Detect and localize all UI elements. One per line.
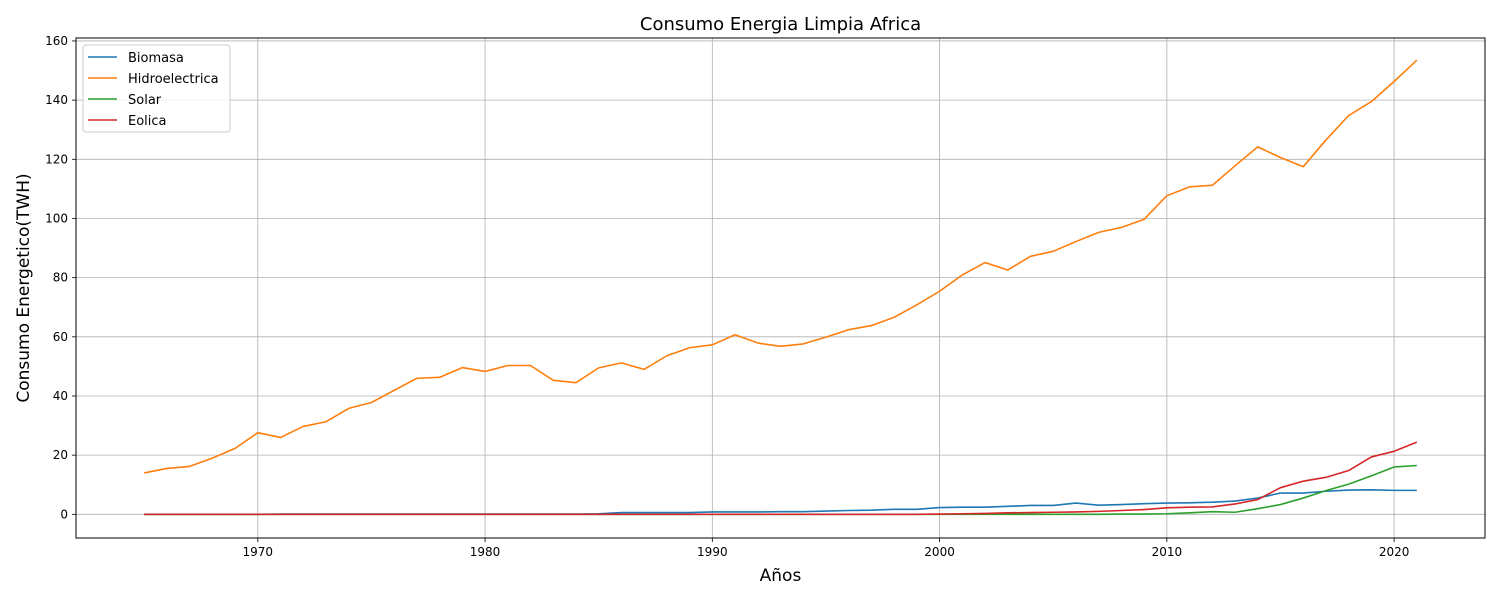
y-axis-title: Consumo Energetico(TWH) [14,173,34,402]
x-axis-title: Años [760,566,802,586]
x-tick-label: 1980 [470,545,501,559]
y-tick-label: 60 [53,330,68,344]
y-tick-label: 160 [45,34,68,48]
legend-label-eolica: Eolica [128,114,167,129]
legend: Biomasa Hidroelectrica Solar Eolica [82,44,231,133]
legend-label-hidroelectrica: Hidroelectrica [128,72,219,87]
series-line-hidroelectrica [144,59,1418,474]
grid [76,38,1485,538]
series-line-eolica [144,441,1418,516]
chart-title: Consumo Energia Limpia Africa [640,14,921,35]
y-tick-label: 40 [53,389,68,403]
legend-label-biomasa: Biomasa [128,51,184,66]
y-tick-label: 140 [45,93,68,107]
series-lines [144,59,1418,516]
y-tick-label: 80 [53,271,68,285]
y-tick-label: 20 [53,448,68,462]
y-tick-label: 100 [45,211,68,225]
legend-box [82,44,231,133]
x-tick-label: 1990 [697,545,728,559]
legend-label-solar: Solar [128,93,162,108]
x-tick-label: 2020 [1379,545,1410,559]
x-tick-label: 2010 [1152,545,1183,559]
y-tick-label: 0 [60,507,68,521]
y-tick-label: 120 [45,152,68,166]
axis-ticks: 1970 1980 1990 2000 2010 2020 0 20 40 60 80 100 120 1… [45,34,1409,559]
x-tick-label: 1970 [243,545,274,559]
plot-area-frame [75,37,1486,539]
x-tick-label: 2000 [924,545,955,559]
